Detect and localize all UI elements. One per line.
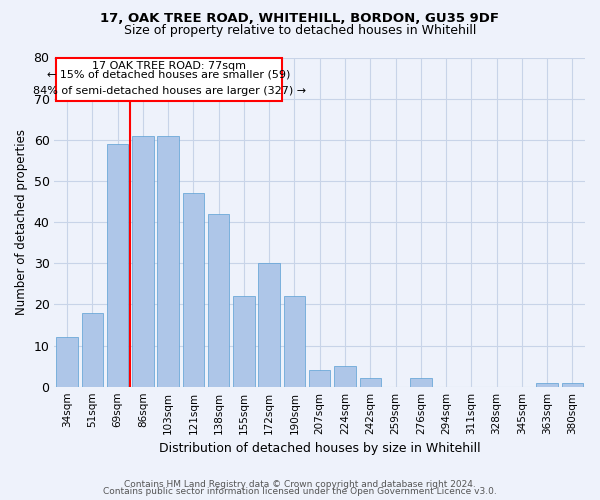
- Text: 17, OAK TREE ROAD, WHITEHILL, BORDON, GU35 9DF: 17, OAK TREE ROAD, WHITEHILL, BORDON, GU…: [101, 12, 499, 26]
- Text: Size of property relative to detached houses in Whitehill: Size of property relative to detached ho…: [124, 24, 476, 37]
- Bar: [309, 370, 331, 386]
- Bar: [334, 366, 356, 386]
- Bar: [56, 338, 78, 386]
- Bar: [107, 144, 128, 386]
- Text: 17 OAK TREE ROAD: 77sqm: 17 OAK TREE ROAD: 77sqm: [92, 61, 246, 71]
- Y-axis label: Number of detached properties: Number of detached properties: [15, 129, 28, 315]
- Bar: [536, 382, 558, 386]
- Text: 84% of semi-detached houses are larger (327) →: 84% of semi-detached houses are larger (…: [32, 86, 305, 96]
- Bar: [359, 378, 381, 386]
- Text: ← 15% of detached houses are smaller (59): ← 15% of detached houses are smaller (59…: [47, 70, 291, 80]
- Bar: [82, 312, 103, 386]
- Bar: [259, 263, 280, 386]
- Bar: [410, 378, 431, 386]
- Text: Contains HM Land Registry data © Crown copyright and database right 2024.: Contains HM Land Registry data © Crown c…: [124, 480, 476, 489]
- FancyBboxPatch shape: [56, 58, 282, 100]
- Bar: [284, 296, 305, 386]
- Bar: [562, 382, 583, 386]
- X-axis label: Distribution of detached houses by size in Whitehill: Distribution of detached houses by size …: [159, 442, 481, 455]
- Text: Contains public sector information licensed under the Open Government Licence v3: Contains public sector information licen…: [103, 487, 497, 496]
- Bar: [233, 296, 254, 386]
- Bar: [182, 194, 204, 386]
- Bar: [157, 136, 179, 386]
- Bar: [132, 136, 154, 386]
- Bar: [208, 214, 229, 386]
